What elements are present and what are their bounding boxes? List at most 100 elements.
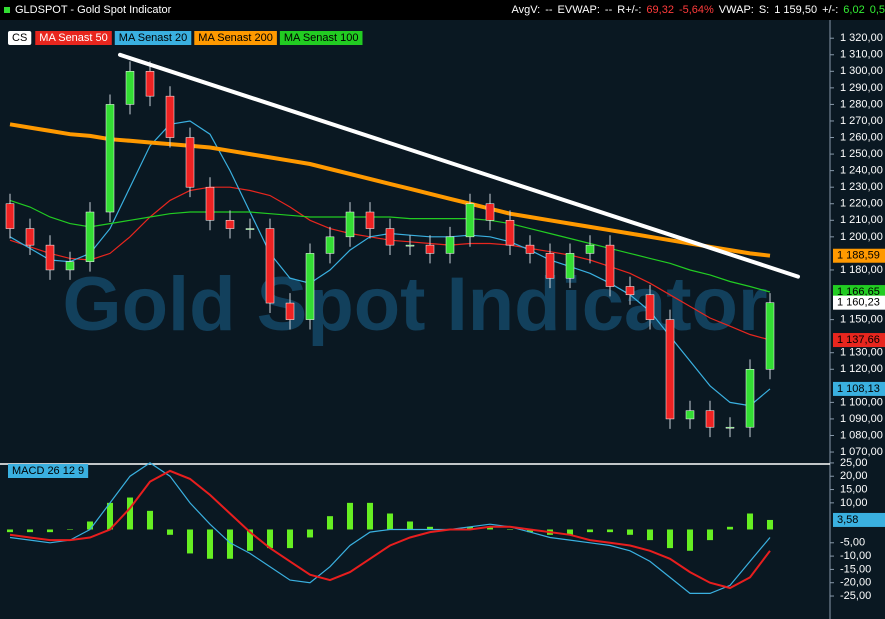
legend-swatch [35, 31, 112, 45]
y-tick-label: 1 230,00 [840, 181, 883, 193]
stat-label: R+/-: [617, 4, 642, 16]
candle-body [545, 253, 555, 279]
candle-body [625, 286, 635, 296]
histogram-bar [327, 516, 333, 530]
y-tick-label: 1 100,00 [840, 396, 883, 408]
y-tick-label: -5,00 [840, 537, 865, 549]
badge-label: 1 160,23 [837, 297, 880, 309]
histogram-bar [667, 529, 673, 549]
legend-swatch [279, 31, 363, 45]
y-tick-label: 1 120,00 [840, 363, 883, 375]
histogram-bar [407, 521, 413, 530]
y-tick-label: 1 080,00 [840, 429, 883, 441]
legend-swatch [194, 31, 277, 45]
histogram-bar [467, 526, 473, 530]
ma-line [9, 122, 771, 258]
y-tick-label: 1 070,00 [840, 446, 883, 458]
legend-tag: CS [12, 32, 27, 44]
candle-body [285, 302, 295, 320]
candle-body [45, 244, 55, 271]
histogram-bar [87, 521, 93, 530]
candle-body [505, 220, 515, 246]
candle-body [665, 319, 675, 420]
price-badge [833, 333, 885, 348]
y-tick-label: 1 290,00 [840, 82, 883, 94]
candle-body [525, 244, 535, 254]
candle-body [765, 302, 775, 370]
legend-label: MA Senast 20 [119, 32, 188, 44]
candle-body [685, 410, 695, 420]
candle-body [265, 228, 275, 304]
candle-body [745, 369, 755, 428]
histogram-bar [607, 529, 613, 533]
y-tick-label: 1 210,00 [840, 214, 883, 226]
histogram-bar [307, 529, 313, 538]
plot-background [0, 20, 830, 619]
histogram-bar [287, 529, 293, 549]
price-badge [833, 248, 885, 263]
stat-value: 69,32 [646, 4, 674, 16]
stat-value: 0,5 [869, 4, 885, 16]
y-tick-label: 1 200,00 [840, 231, 883, 243]
badge-label: 3,58 [837, 514, 858, 526]
candle-body [145, 71, 155, 97]
histogram-bar [647, 529, 653, 541]
legend-label: MA Senast 100 [284, 32, 359, 44]
y-tick-label: 1 270,00 [840, 115, 883, 127]
candle-body [345, 211, 355, 238]
header-bar: GLDSPOT - Gold Spot Indicator AvgV: -- EVW… [0, 0, 885, 20]
symbol-area: GLDSPOT - Gold Spot Indicator [0, 4, 171, 16]
candle-body [125, 71, 135, 105]
price-badge [833, 381, 885, 396]
histogram-bar [427, 526, 433, 530]
stats: AvgV: -- EVWAP: -- R+/-: 69,32 -5,64% VWAP: S: 1 … [506, 4, 885, 16]
candle-body [485, 203, 495, 221]
y-tick-label: 1 310,00 [840, 49, 883, 61]
candle-body [605, 244, 615, 287]
y-tick-label: 1 280,00 [840, 98, 883, 110]
candle-body [425, 244, 435, 254]
legend-swatch [114, 31, 192, 45]
candle-body [65, 261, 75, 271]
histogram-bar [207, 529, 213, 559]
y-tick-label: 1 130,00 [840, 347, 883, 359]
candle-body [725, 426, 735, 429]
y-tick-label: 1 320,00 [840, 32, 883, 44]
badge-label: 1 108,13 [837, 383, 880, 395]
y-tick-label: -15,00 [840, 563, 871, 575]
ma-line [9, 199, 771, 293]
y-tick-label: 25,00 [840, 457, 868, 469]
candle-body [565, 253, 575, 279]
candle-body [245, 228, 255, 230]
candle-body [105, 104, 115, 213]
y-tick-label: 1 180,00 [840, 264, 883, 276]
macd-title: MACD 26 12 9 [12, 465, 84, 477]
histogram-bar [487, 526, 493, 530]
stat-value: -- [604, 4, 613, 16]
watermark: Gold Spot Indicator [62, 262, 767, 347]
candle-body [165, 95, 175, 138]
stat-value: -- [545, 4, 553, 16]
stat-value: 1 159,50 [774, 4, 818, 16]
y-tick-label: 1 250,00 [840, 148, 883, 160]
y-tick-label: 1 220,00 [840, 198, 883, 210]
y-tick-label: 1 260,00 [840, 131, 883, 143]
histogram-bar [187, 529, 193, 554]
y-tick-label: 1 150,00 [840, 314, 883, 326]
histogram-bar [27, 529, 33, 533]
y-tick-label: -20,00 [840, 577, 871, 589]
stat-label: VWAP: [718, 4, 754, 16]
histogram-bar [367, 502, 373, 530]
candle-body [365, 211, 375, 229]
macd-line [9, 462, 771, 594]
y-tick-label: 1 300,00 [840, 65, 883, 77]
candle-body [25, 228, 35, 246]
chart: Gold Spot Indicator 1 320,00 1 310,00 1 300… [0, 20, 885, 619]
trendline [118, 52, 800, 279]
badge-label: 1 188,59 [837, 250, 880, 262]
histogram-bar [687, 529, 693, 551]
candle-body [705, 410, 715, 428]
histogram-bar [67, 529, 73, 530]
histogram-bar [267, 529, 273, 549]
